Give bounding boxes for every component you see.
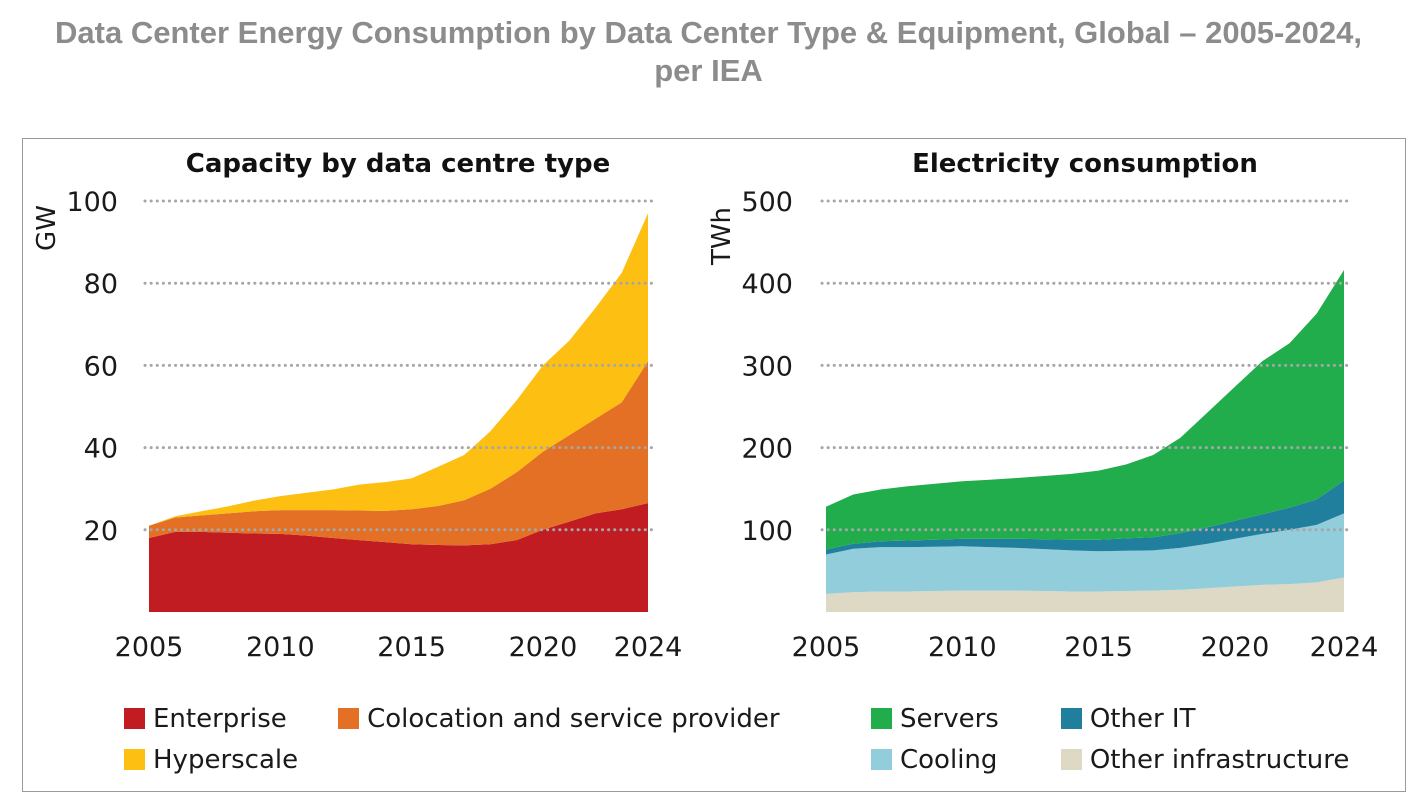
chart-1-y-axis-label: GW bbox=[32, 205, 62, 251]
chart-2-area-servers bbox=[826, 270, 1344, 550]
legend-swatch-hyperscale bbox=[124, 749, 145, 770]
chart-2-y-tick-label: 100 bbox=[741, 516, 793, 547]
legend-label-enterprise: Enterprise bbox=[153, 703, 287, 734]
chart-1-y-tick-label: 80 bbox=[84, 269, 118, 300]
chart-2-y-tick-label: 500 bbox=[741, 187, 793, 218]
legend-label-other-infrastructure: Other infrastructure bbox=[1089, 744, 1350, 775]
legend-item-enterprise: Enterprise bbox=[124, 702, 298, 735]
chart-2-y-tick-label: 300 bbox=[741, 351, 793, 382]
chart-1-title: Capacity by data centre type bbox=[186, 149, 610, 179]
legend-item-cooling: Cooling bbox=[871, 743, 999, 776]
legend-swatch-colocation bbox=[338, 708, 360, 729]
chart-1-y-tick-label: 40 bbox=[84, 434, 118, 465]
chart-1-x-tick-label: 2005 bbox=[115, 632, 184, 663]
legend-capacity: Enterprise Colocation and service provid… bbox=[124, 702, 780, 776]
legend-electricity: Servers Other IT Cooling Other infrastru… bbox=[871, 702, 1349, 776]
chart-1-y-tick-label: 100 bbox=[66, 187, 118, 218]
legend-swatch-servers bbox=[871, 708, 892, 729]
main-title-line-2: per IEA bbox=[654, 53, 763, 88]
legend-label-servers: Servers bbox=[900, 703, 999, 734]
legend-item-other-it: Other IT bbox=[1060, 702, 1350, 735]
chart-1-x-tick-label: 2020 bbox=[509, 632, 578, 663]
legend-label-colocation: Colocation and service provider bbox=[367, 703, 780, 734]
chart-2-x-tick-label: 2024 bbox=[1310, 632, 1379, 663]
legend-swatch-other-it bbox=[1060, 708, 1082, 729]
chart-2-y-tick-label: 400 bbox=[741, 269, 793, 300]
chart-2-area-other-infrastructure bbox=[826, 577, 1344, 612]
charts-panel bbox=[22, 138, 1406, 792]
chart-1-x-tick-label: 2015 bbox=[377, 632, 446, 663]
chart-2-area-other-it bbox=[826, 480, 1344, 555]
chart-2-x-tick-label: 2005 bbox=[792, 632, 861, 663]
legend-item-colocation: Colocation and service provider bbox=[338, 702, 780, 735]
chart-2-title: Electricity consumption bbox=[912, 149, 1258, 179]
legend-item-servers: Servers bbox=[871, 702, 999, 735]
legend-label-hyperscale: Hyperscale bbox=[153, 744, 299, 775]
chart-2-y-tick-label: 200 bbox=[741, 434, 793, 465]
legend-item-other-infrastructure: Other infrastructure bbox=[1060, 743, 1350, 776]
chart-1-x-tick-label: 2024 bbox=[614, 632, 683, 663]
chart-1-x-tick-label: 2010 bbox=[246, 632, 315, 663]
chart-1-y-tick-label: 20 bbox=[84, 516, 118, 547]
legend-item-hyperscale: Hyperscale bbox=[124, 743, 298, 776]
main-title-line-1: Data Center Energy Consumption by Data C… bbox=[55, 15, 1362, 50]
chart-2-x-tick-label: 2020 bbox=[1201, 632, 1270, 663]
legend-swatch-other-infrastructure bbox=[1060, 749, 1082, 770]
chart-1-area-enterprise bbox=[149, 503, 648, 612]
chart-2-x-tick-label: 2010 bbox=[928, 632, 997, 663]
chart-2-y-axis-label: TWh bbox=[707, 207, 737, 266]
legend-swatch-cooling bbox=[871, 749, 892, 770]
legend-label-other-it: Other IT bbox=[1089, 703, 1196, 734]
chart-1-area-colocation-and-service-provider bbox=[149, 361, 648, 546]
main-title: Data Center Energy Consumption by Data C… bbox=[0, 14, 1417, 90]
legend-label-cooling: Cooling bbox=[900, 744, 998, 775]
chart-2-area-cooling bbox=[826, 513, 1344, 594]
legend-swatch-enterprise bbox=[124, 708, 145, 729]
chart-1-y-tick-label: 60 bbox=[84, 351, 118, 382]
chart-2-x-tick-label: 2015 bbox=[1064, 632, 1133, 663]
